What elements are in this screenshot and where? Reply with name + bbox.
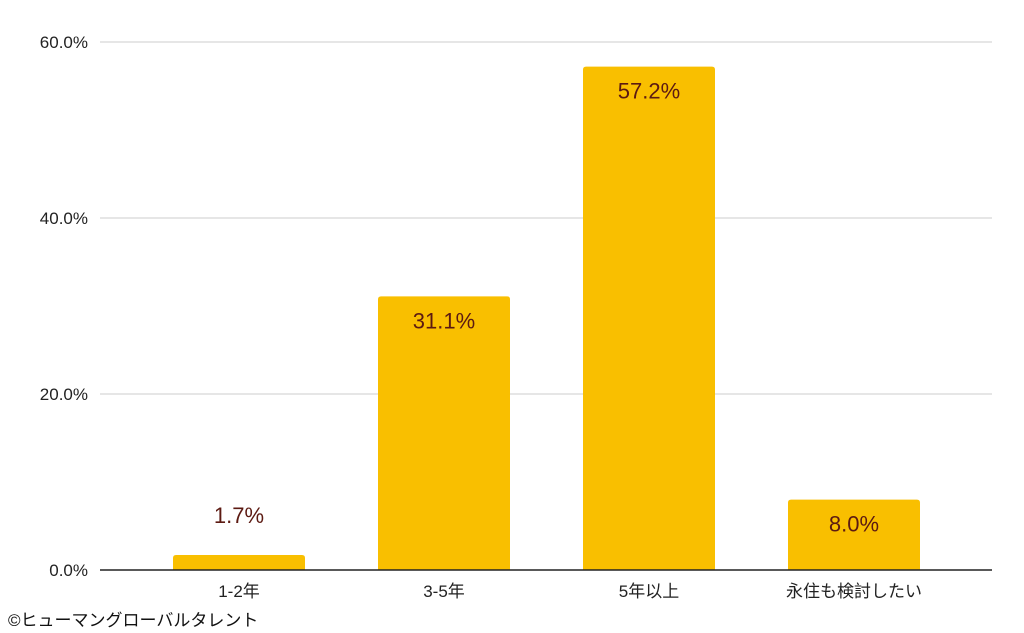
data-label: 1.7% bbox=[214, 503, 264, 528]
bar bbox=[378, 296, 510, 570]
copyright-text: ©ヒューマングローバルタレント bbox=[8, 611, 259, 630]
data-label: 8.0% bbox=[829, 512, 879, 537]
y-tick-label: 60.0% bbox=[40, 33, 88, 52]
y-tick-label: 0.0% bbox=[49, 561, 88, 580]
bar bbox=[173, 555, 305, 570]
bar bbox=[788, 499, 920, 570]
bar bbox=[583, 66, 715, 570]
data-label: 57.2% bbox=[618, 79, 680, 104]
x-category-label: 永住も検討したい bbox=[786, 582, 922, 601]
x-category-label: 1-2年 bbox=[218, 582, 260, 601]
x-category-label: 3-5年 bbox=[423, 582, 465, 601]
y-tick-label: 20.0% bbox=[40, 385, 88, 404]
x-category-label: 5年以上 bbox=[619, 582, 679, 601]
data-label: 31.1% bbox=[413, 308, 475, 333]
y-tick-label: 40.0% bbox=[40, 209, 88, 228]
